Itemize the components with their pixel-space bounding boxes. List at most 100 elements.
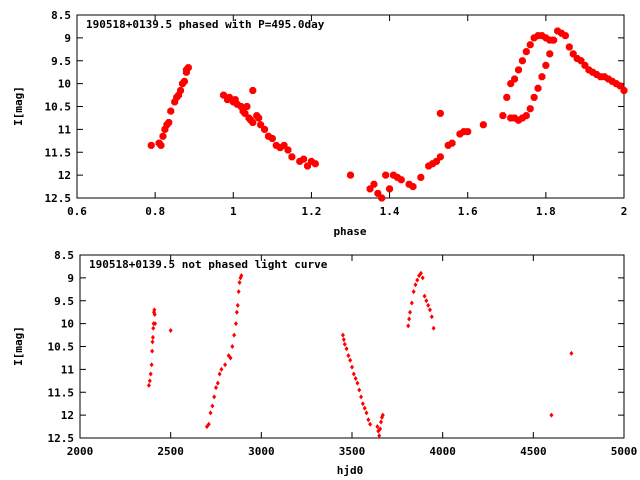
y-tick-label: 8.5 — [54, 249, 74, 262]
data-point — [212, 394, 217, 400]
data-point — [542, 61, 550, 69]
data-point — [210, 403, 215, 409]
data-point — [415, 277, 420, 283]
x-tick-label: 0.8 — [145, 205, 165, 218]
data-point — [148, 371, 153, 377]
data-point — [408, 309, 413, 315]
y-tick-label: 10.5 — [48, 341, 75, 354]
x-tick-label: 4000 — [429, 445, 456, 458]
data-point — [538, 73, 546, 81]
data-point — [561, 32, 569, 40]
data-point — [249, 86, 257, 94]
y-tick-label: 8.5 — [51, 9, 71, 22]
data-point — [546, 50, 554, 58]
data-point — [182, 66, 190, 74]
data-point — [344, 346, 349, 352]
data-point — [147, 141, 155, 149]
data-point — [368, 421, 373, 427]
data-point — [351, 371, 356, 377]
data-point — [150, 339, 155, 345]
y-tick-label: 12.5 — [48, 432, 75, 445]
data-point — [223, 362, 228, 368]
data-point — [534, 84, 542, 92]
data-point — [284, 146, 292, 154]
x-axis-label: hjd0 — [337, 464, 364, 477]
data-points — [146, 270, 574, 439]
data-point — [406, 323, 411, 329]
data-point — [234, 309, 239, 315]
y-tick-label: 9 — [67, 272, 74, 285]
y-tick-label: 10 — [61, 318, 74, 331]
data-point — [152, 311, 157, 317]
data-point — [341, 337, 346, 343]
y-tick-label: 10.5 — [45, 101, 72, 114]
data-point — [214, 385, 218, 391]
y-tick-label: 9.5 — [54, 295, 74, 308]
data-point — [620, 86, 628, 94]
data-point — [427, 307, 432, 313]
data-point — [417, 173, 425, 181]
x-tick-label: 1.8 — [536, 205, 556, 218]
data-point — [448, 139, 456, 147]
data-point — [149, 362, 154, 368]
data-point — [386, 185, 394, 193]
data-point — [522, 48, 530, 56]
data-point — [522, 112, 530, 120]
data-point — [418, 270, 423, 276]
y-axis-label: I[mag] — [12, 326, 25, 366]
data-points — [147, 27, 628, 202]
x-tick-label: 3500 — [339, 445, 366, 458]
data-point — [150, 348, 155, 354]
data-point — [549, 412, 554, 418]
x-tick-label: 0.6 — [67, 205, 87, 218]
plot-frame — [76, 14, 625, 199]
data-point — [409, 183, 417, 191]
data-point — [357, 387, 362, 393]
x-tick-label: 4500 — [520, 445, 547, 458]
data-point — [411, 289, 416, 295]
tick-group: 2000 2500 3000 3500 4000 4500 5000 8.5 9 9.5 10 10.… — [48, 249, 638, 458]
data-point — [255, 114, 263, 122]
data-point — [249, 119, 257, 127]
data-point — [431, 325, 436, 331]
data-point — [511, 75, 519, 83]
x-tick-label: 2 — [621, 205, 628, 218]
data-point — [153, 321, 158, 327]
data-point — [206, 421, 211, 427]
data-point — [236, 289, 241, 295]
data-point — [360, 401, 365, 407]
data-point — [526, 105, 534, 113]
data-point — [235, 302, 240, 308]
data-point — [366, 417, 371, 423]
data-point — [375, 424, 380, 430]
data-point — [377, 433, 382, 439]
data-point — [217, 371, 222, 377]
data-point — [152, 307, 157, 313]
data-point — [422, 293, 427, 299]
data-point — [424, 298, 429, 304]
data-point — [177, 86, 185, 94]
data-point — [407, 316, 412, 322]
data-point — [150, 334, 155, 340]
data-point — [157, 141, 165, 149]
data-point — [515, 66, 523, 74]
data-point — [348, 357, 353, 363]
data-point — [228, 355, 233, 361]
data-point — [147, 378, 152, 384]
y-tick-label: 11 — [58, 123, 72, 136]
phased-light-curve-panel: 190518+0139.5 phased with P=495.0day pha… — [12, 9, 628, 238]
data-point — [499, 112, 507, 120]
y-tick-label: 12.5 — [45, 192, 72, 205]
x-axis-label: phase — [333, 225, 366, 238]
x-tick-label: 1 — [230, 205, 237, 218]
data-point — [347, 171, 354, 179]
y-tick-label: 12 — [58, 169, 71, 182]
data-point — [165, 119, 173, 127]
x-tick-label: 2500 — [157, 445, 184, 458]
x-tick-label: 3000 — [248, 445, 275, 458]
tick-group: 0.6 0.8 1 1.2 1.4 1.6 1.8 2 8.5 9 9.5 10 10.5 11 11.5 1… — [45, 9, 628, 218]
data-point — [180, 77, 188, 85]
y-tick-label: 10 — [58, 78, 71, 91]
plot-frame — [79, 254, 625, 439]
